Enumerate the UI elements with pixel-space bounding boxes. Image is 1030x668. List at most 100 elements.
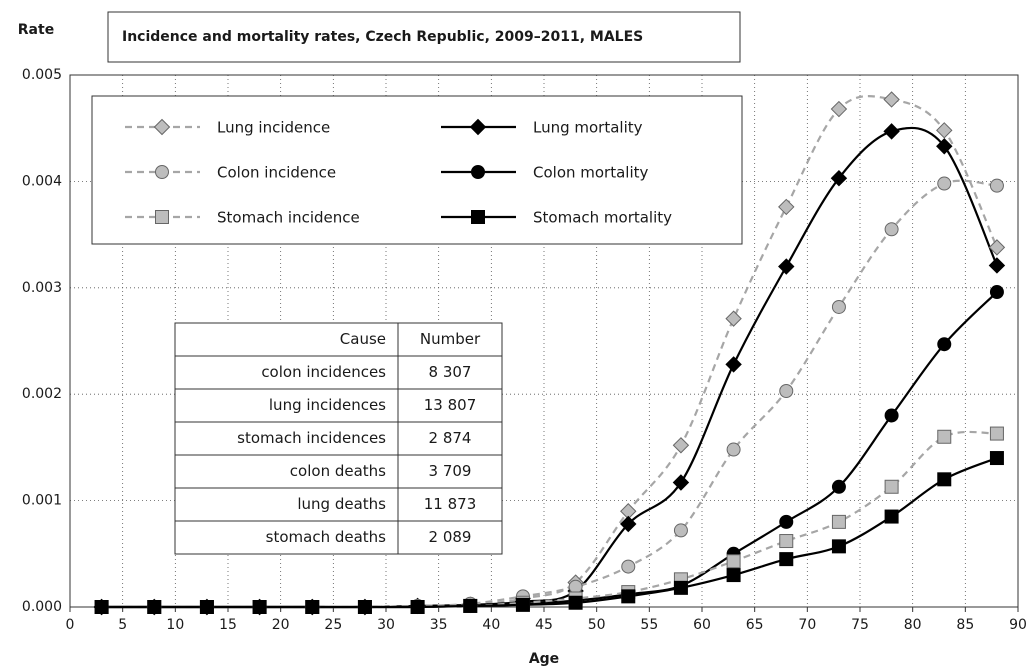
marker [469,118,487,136]
marker [831,479,846,494]
marker [937,429,952,444]
x-tick-label: 50 [588,617,606,633]
y-axis-label: Rate [18,22,54,38]
x-tick-label: 20 [272,617,290,633]
table-cell: Number [420,330,481,348]
marker [884,408,899,423]
table-cell: colon incidences [261,363,386,381]
table-cell: stomach deaths [266,528,387,546]
legend-box [91,95,743,245]
marker [155,165,169,179]
x-tick-label: 10 [166,617,184,633]
marker [471,165,485,179]
marker [778,258,795,275]
marker [779,552,794,567]
table-cell: 2 089 [429,528,472,546]
table-cell: 2 874 [429,429,472,447]
marker [463,598,478,613]
marker [620,515,637,533]
marker [778,198,795,216]
marker [831,539,846,554]
x-tick-label: 25 [324,617,342,633]
series-line [101,430,997,609]
marker [989,178,1004,193]
table-cell: 11 873 [424,495,477,513]
table-cell: stomach incidences [237,429,386,447]
marker [726,442,741,457]
legend-label: Stomach incidence [217,209,360,227]
marker [621,559,636,574]
marker [883,91,900,108]
legend: Lung incidence Lung mortality Colon incide… [91,95,743,245]
x-tick-label: 55 [640,617,658,633]
marker [936,122,953,139]
x-tick-label: 65 [746,617,764,633]
y-tick-label: 0.000 [22,599,62,615]
marker [988,239,1006,256]
legend-label: Colon mortality [533,164,649,182]
marker [779,514,794,529]
marker [725,310,742,327]
marker [779,384,794,399]
table-cell: Cause [340,330,386,348]
marker [673,523,688,538]
marker [988,257,1006,274]
y-tick-label: 0.003 [22,280,62,296]
marker [779,534,794,549]
y-tick-label: 0.005 [22,67,62,83]
table-box [174,322,503,555]
marker [936,138,953,155]
legend-label: Stomach mortality [533,209,672,227]
x-tick-label: 0 [66,617,75,633]
table-cell: 13 807 [424,396,477,414]
marker [147,600,162,614]
data-table: Cause Number colon incidences 8 307 lung inc… [174,322,503,555]
x-tick-label: 45 [535,617,553,633]
x-tick-label: 80 [904,617,922,633]
marker [989,451,1004,466]
x-tick-label: 75 [851,617,869,633]
marker [831,514,846,529]
marker [621,589,636,604]
title-box [107,11,741,63]
marker [884,479,899,494]
y-tick-label: 0.004 [22,173,62,189]
marker [568,595,583,610]
legend-label: Colon incidence [217,164,336,182]
legend-label: Lung incidence [217,119,330,137]
x-tick-label: 5 [118,617,127,633]
x-tick-label: 70 [798,617,816,633]
marker [94,600,109,614]
marker [726,568,741,583]
marker [672,437,690,454]
marker [199,600,214,614]
marker [471,210,485,224]
marker [357,600,372,614]
table-cell: colon deaths [290,462,386,480]
marker [937,337,952,352]
marker [410,600,425,614]
y-tick-label: 0.001 [22,493,62,509]
marker [937,176,952,191]
table-cell: 3 709 [429,462,472,480]
x-tick-label: 85 [956,617,974,633]
x-tick-label: 15 [219,617,237,633]
x-tick-label: 35 [430,617,448,633]
marker [515,597,530,612]
marker [830,100,848,118]
x-axis-label: Age [529,651,559,667]
marker [155,210,169,224]
marker [726,554,741,569]
table-cell: 8 307 [429,363,472,381]
marker [252,600,267,614]
marker [672,474,690,491]
legend-label: Lung mortality [533,119,643,137]
marker [831,299,846,314]
y-tick-label: 0.002 [22,386,62,402]
marker [989,285,1004,300]
table-cell: lung incidences [269,396,386,414]
marker [305,600,320,614]
plot-frame [69,74,1019,608]
marker [673,580,688,595]
